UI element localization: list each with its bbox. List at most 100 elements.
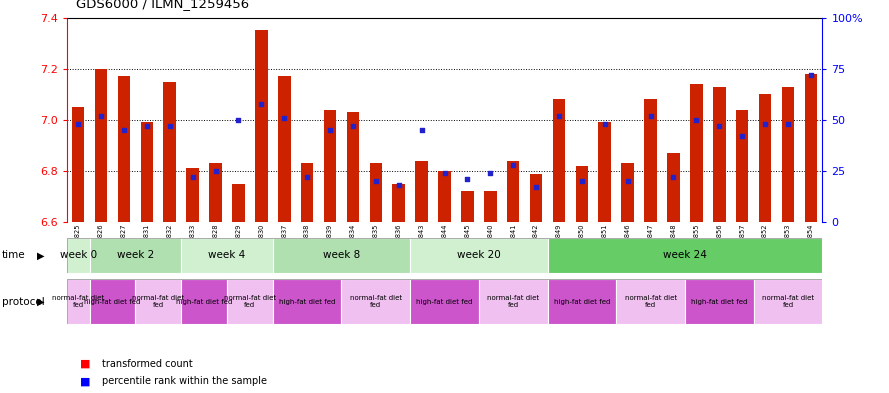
Text: week 0: week 0 [60, 250, 97, 261]
Bar [370, 163, 382, 222]
Bar [273, 279, 341, 324]
Bar [300, 163, 314, 222]
Point [529, 184, 543, 191]
Bar [479, 279, 548, 324]
Point [414, 127, 428, 133]
Bar [621, 163, 634, 222]
Bar [530, 174, 542, 222]
Bar [616, 279, 685, 324]
Text: week 24: week 24 [663, 250, 707, 261]
Bar [781, 87, 794, 222]
Point [116, 127, 131, 133]
Bar [72, 107, 84, 222]
Point [254, 100, 268, 107]
Point [735, 133, 749, 140]
Point [484, 170, 498, 176]
Bar [690, 84, 702, 222]
Point [781, 121, 795, 127]
Text: high-fat diet fed: high-fat diet fed [279, 299, 335, 305]
Bar [461, 191, 474, 222]
Bar [117, 77, 130, 222]
Bar [227, 279, 273, 324]
Text: ■: ■ [80, 358, 91, 369]
Point [667, 174, 681, 180]
Text: ■: ■ [80, 376, 91, 386]
Bar [273, 238, 410, 273]
Point [689, 117, 703, 123]
Bar [754, 279, 822, 324]
Bar [759, 94, 772, 222]
Point [804, 72, 818, 78]
Text: week 20: week 20 [457, 250, 501, 261]
Text: high-fat diet fed: high-fat diet fed [176, 299, 232, 305]
Point [208, 168, 222, 174]
Point [71, 121, 85, 127]
Bar [410, 238, 548, 273]
Bar [67, 279, 90, 324]
Point [758, 121, 773, 127]
Text: normal-fat diet
fed: normal-fat diet fed [224, 295, 276, 308]
Bar [324, 110, 336, 222]
Text: protocol: protocol [2, 297, 44, 307]
Bar [209, 163, 222, 222]
Point [300, 174, 314, 180]
Bar [67, 238, 90, 273]
Bar [667, 153, 680, 222]
Bar [645, 99, 657, 222]
Text: percentile rank within the sample: percentile rank within the sample [102, 376, 268, 386]
Point [140, 123, 154, 129]
Point [644, 113, 658, 119]
Point [506, 162, 520, 168]
Bar [135, 279, 181, 324]
Point [186, 174, 200, 180]
Bar [685, 279, 754, 324]
Bar [392, 184, 405, 222]
Point [277, 115, 292, 121]
Text: high-fat diet fed: high-fat diet fed [416, 299, 473, 305]
Bar [575, 166, 589, 222]
Text: week 2: week 2 [116, 250, 154, 261]
Bar [181, 279, 227, 324]
Point [369, 178, 383, 184]
Bar [95, 69, 108, 222]
Point [231, 117, 245, 123]
Text: high-fat diet fed: high-fat diet fed [84, 299, 140, 305]
Text: high-fat diet fed: high-fat diet fed [691, 299, 748, 305]
Point [437, 170, 452, 176]
Bar [347, 112, 359, 222]
Bar [232, 184, 244, 222]
Text: normal-fat diet
fed: normal-fat diet fed [349, 295, 402, 308]
Bar [341, 279, 410, 324]
Bar [736, 110, 749, 222]
Point [391, 182, 405, 188]
Point [621, 178, 635, 184]
Bar [438, 171, 451, 222]
Point [575, 178, 589, 184]
Text: normal-fat diet
fed: normal-fat diet fed [52, 295, 104, 308]
Bar [164, 82, 176, 222]
Text: time: time [2, 250, 26, 261]
Bar [548, 279, 616, 324]
Bar [187, 169, 199, 222]
Bar [278, 77, 291, 222]
Point [163, 123, 177, 129]
Bar [90, 238, 181, 273]
Bar [598, 123, 611, 222]
Text: normal-fat diet
fed: normal-fat diet fed [487, 295, 540, 308]
Text: GDS6000 / ILMN_1259456: GDS6000 / ILMN_1259456 [76, 0, 249, 10]
Bar [415, 161, 428, 222]
Bar [255, 31, 268, 222]
Text: normal-fat diet
fed: normal-fat diet fed [625, 295, 677, 308]
Bar [507, 161, 519, 222]
Bar [805, 74, 817, 222]
Point [94, 113, 108, 119]
Point [712, 123, 726, 129]
Bar [713, 87, 725, 222]
Point [323, 127, 337, 133]
Text: ▶: ▶ [37, 297, 44, 307]
Bar [410, 279, 479, 324]
Bar [140, 123, 153, 222]
Bar [181, 238, 273, 273]
Bar [90, 279, 135, 324]
Point [461, 176, 475, 182]
